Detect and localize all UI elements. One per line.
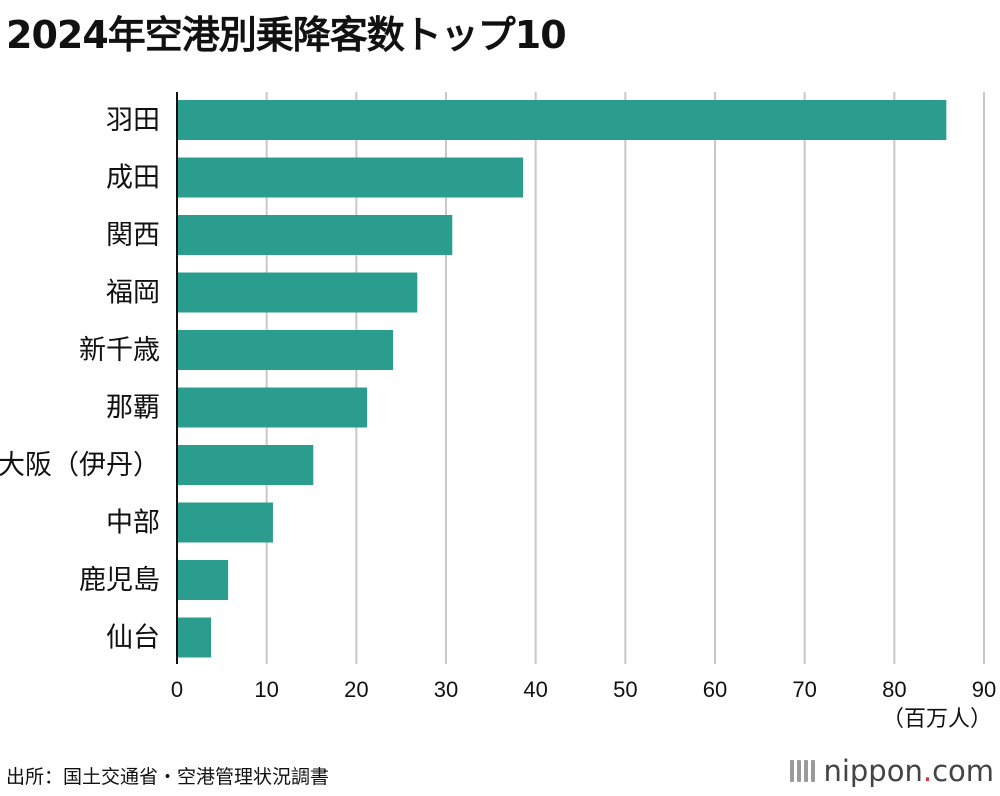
logo-dot: . xyxy=(922,754,933,788)
category-label: 成田 xyxy=(106,163,160,194)
nippon-com-logo: nippon. com xyxy=(790,754,994,788)
bar xyxy=(177,100,947,140)
bar xyxy=(177,387,368,428)
x-tick-label: 80 xyxy=(882,677,906,702)
bar xyxy=(177,617,212,658)
x-tick-label: 90 xyxy=(972,677,996,702)
bar xyxy=(177,445,314,485)
bar xyxy=(177,157,524,198)
bar xyxy=(177,330,394,370)
x-axis-unit-label: （百万人） xyxy=(882,707,992,732)
category-label: 羽田 xyxy=(106,105,160,136)
source-note: 出所：国土交通省・空港管理状況調書 xyxy=(6,766,330,788)
chart-title: 2024年空港別乗降客数トップ10 xyxy=(6,13,567,57)
logo-text-main: nippon xyxy=(823,754,923,788)
x-tick-label: 50 xyxy=(613,677,637,702)
bar xyxy=(177,502,273,543)
x-tick-label: 0 xyxy=(171,677,183,702)
x-tick-label: 20 xyxy=(344,677,368,702)
category-label: 関西 xyxy=(106,220,160,251)
category-label: 大阪（伊丹） xyxy=(0,450,160,481)
x-tick-label: 30 xyxy=(434,677,458,702)
category-label: 仙台 xyxy=(106,623,160,654)
category-label: 新千歳 xyxy=(79,335,160,366)
bar xyxy=(177,272,418,313)
category-label: 鹿児島 xyxy=(79,565,160,596)
bar xyxy=(177,560,229,600)
x-tick-label: 10 xyxy=(254,677,278,702)
category-label: 那覇 xyxy=(106,393,160,424)
bar xyxy=(177,215,453,255)
category-label: 中部 xyxy=(106,508,160,539)
logo-text-suffix: com xyxy=(932,754,994,788)
category-label: 福岡 xyxy=(106,278,160,309)
x-tick-label: 40 xyxy=(523,677,547,702)
x-tick-label: 70 xyxy=(792,677,816,702)
x-tick-label: 60 xyxy=(703,677,727,702)
logo-mark-icon xyxy=(790,760,816,782)
